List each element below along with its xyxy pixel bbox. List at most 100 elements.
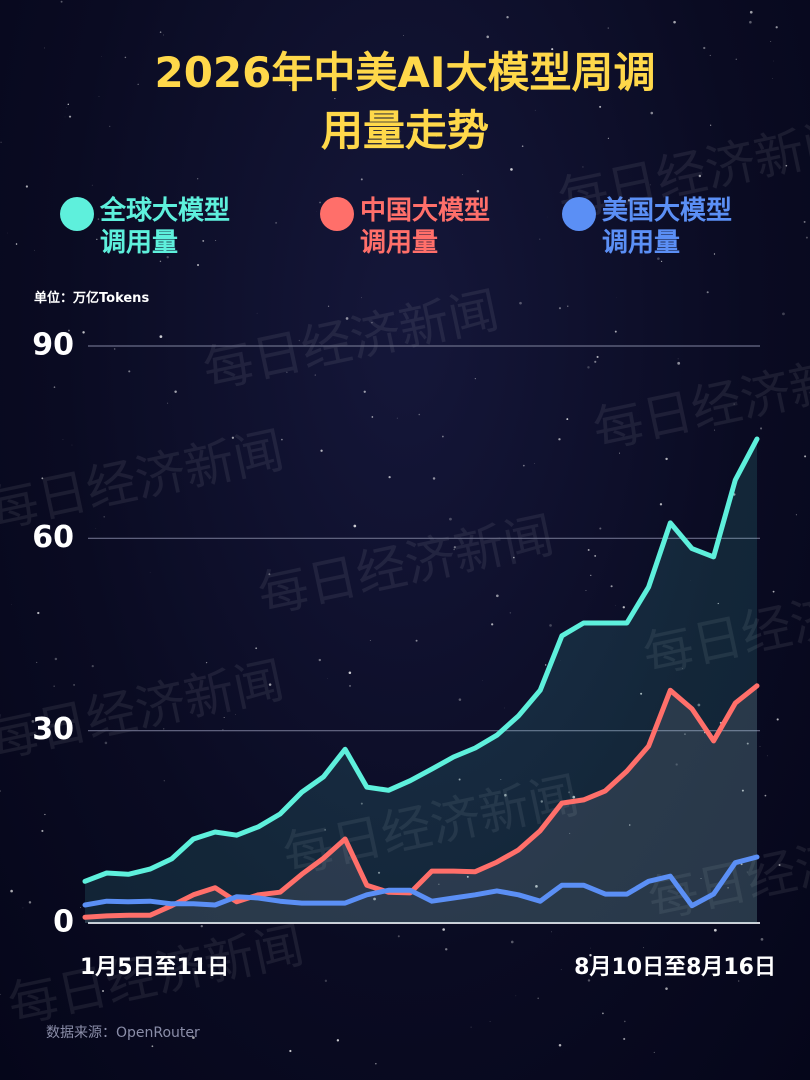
star [98,96,100,97]
star [215,240,217,242]
star [772,590,775,593]
star [327,305,330,307]
star [318,658,322,662]
star [373,897,376,901]
star [551,931,552,933]
star [314,374,316,376]
star [97,218,100,220]
y-tick-label: 30 [32,712,74,747]
star [44,813,46,816]
star [128,370,131,373]
star [560,969,562,971]
star [614,330,617,333]
star [334,98,336,100]
star [0,993,1,995]
star [231,436,235,439]
star [67,329,70,332]
star [587,366,590,369]
star [773,60,774,62]
star [749,10,753,14]
line [82,854,760,909]
star [375,1063,377,1065]
star [653,1051,655,1053]
area [85,439,757,923]
star [103,515,106,518]
star [82,331,85,334]
star [778,864,781,867]
star [64,116,66,118]
x-tick-label: 8月10日至8月16日 [574,955,776,980]
legend-label: 美国大模型调用量 [602,196,733,258]
star [805,236,808,239]
star [504,793,507,797]
star [564,57,567,60]
star [397,935,400,938]
star [286,371,288,373]
star [491,623,494,626]
star [759,746,761,748]
star [496,594,499,598]
star [223,716,225,718]
star [572,795,576,799]
star [453,548,455,551]
line [82,683,760,920]
star [717,603,718,605]
star [650,111,654,115]
star [733,403,735,405]
legend-swatch [320,197,354,231]
star [594,360,597,363]
unit-label: 单位：万亿Tokens [34,291,150,306]
star [665,457,668,461]
star [466,875,469,878]
star [31,720,35,723]
star [640,692,643,695]
star [403,35,404,36]
star [449,517,452,521]
star [590,947,591,949]
star [62,438,64,440]
star [197,178,199,180]
star [659,503,663,506]
star [760,427,763,430]
star [324,829,326,831]
star [677,361,681,365]
star [360,178,363,181]
legend-label: 全球大模型调用量 [100,196,231,258]
star [174,390,177,393]
star [167,402,169,404]
star [764,794,767,797]
star [558,438,561,441]
star [795,514,797,516]
star [772,77,773,79]
legend-item: 全球大模型调用量 [60,195,250,259]
star [470,1026,472,1028]
star [458,778,461,781]
star [629,824,631,826]
star [715,960,718,964]
star [746,742,749,745]
star [657,257,660,260]
star [506,16,509,19]
star [0,141,2,144]
star [453,546,456,549]
star [400,131,401,132]
star [268,573,271,576]
star [371,322,373,324]
star [25,185,29,188]
star [255,647,258,650]
star [80,906,82,909]
star [73,684,75,686]
area [85,685,757,923]
star [67,103,70,106]
star [643,947,645,949]
star [44,47,45,49]
star [649,184,651,186]
star [360,802,363,805]
star [770,41,772,43]
star [599,105,602,108]
star [727,887,729,889]
star [489,1020,491,1022]
star [281,438,283,441]
star [607,137,610,139]
